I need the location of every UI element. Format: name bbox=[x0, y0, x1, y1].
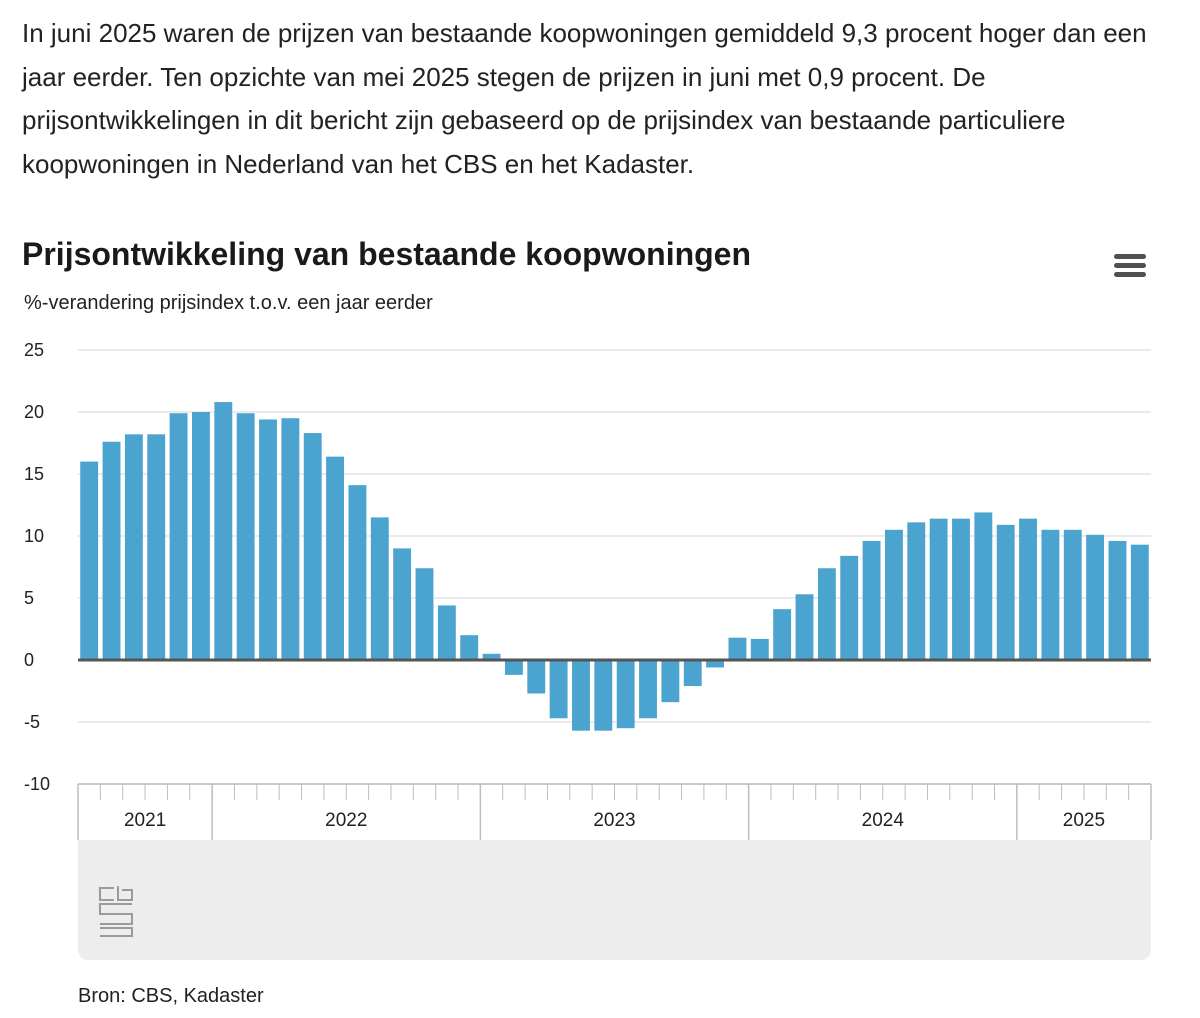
bar bbox=[437, 605, 456, 660]
y-tick-label: -5 bbox=[24, 712, 40, 732]
bar bbox=[1041, 529, 1060, 660]
bar bbox=[370, 517, 389, 660]
bar bbox=[862, 540, 881, 660]
bar bbox=[907, 522, 926, 660]
bar bbox=[795, 594, 814, 660]
bar bbox=[639, 660, 657, 719]
bar bbox=[661, 660, 680, 703]
bar bbox=[1130, 544, 1149, 660]
bar bbox=[1086, 534, 1105, 660]
y-tick-label: 0 bbox=[24, 650, 34, 670]
bar bbox=[929, 518, 948, 660]
bar bbox=[393, 548, 412, 660]
x-year-label: 2024 bbox=[862, 810, 905, 831]
x-year-label: 2025 bbox=[1063, 810, 1105, 831]
x-year-label: 2022 bbox=[325, 810, 367, 831]
cbs-logo bbox=[99, 886, 133, 937]
bar bbox=[572, 660, 590, 731]
bar bbox=[817, 568, 836, 660]
intro-paragraph: In juni 2025 waren de prijzen van bestaa… bbox=[22, 18, 1147, 179]
chart-title: Prijsontwikkeling van bestaande koopwoni… bbox=[22, 236, 752, 272]
y-tick-label: 20 bbox=[24, 402, 44, 422]
bar bbox=[884, 529, 903, 660]
bar bbox=[840, 555, 859, 660]
chart-source: Bron: CBS, Kadaster bbox=[78, 985, 264, 1007]
bar bbox=[124, 434, 143, 660]
bar bbox=[952, 518, 970, 660]
bar bbox=[147, 434, 166, 660]
bar bbox=[974, 512, 993, 660]
bar bbox=[594, 660, 613, 731]
x-year-label: 2023 bbox=[593, 810, 635, 831]
bar bbox=[996, 524, 1015, 660]
bar bbox=[482, 653, 501, 660]
bar bbox=[504, 660, 523, 675]
bar bbox=[281, 418, 300, 660]
hamburger-menu-icon[interactable] bbox=[1112, 254, 1150, 284]
bar bbox=[415, 568, 434, 660]
chart-navigator[interactable] bbox=[78, 840, 1151, 960]
bar bbox=[348, 485, 367, 660]
y-tick-label: 25 bbox=[24, 340, 44, 360]
bar bbox=[80, 461, 99, 660]
bar bbox=[1108, 540, 1127, 660]
bar bbox=[750, 638, 769, 660]
bar bbox=[1019, 518, 1037, 660]
bar bbox=[1063, 529, 1082, 660]
bar bbox=[773, 609, 792, 660]
y-tick-label: 10 bbox=[24, 526, 44, 546]
bar bbox=[549, 660, 568, 719]
y-tick-label: 5 bbox=[24, 588, 34, 608]
y-tick-label: -10 bbox=[24, 774, 50, 794]
bar bbox=[706, 660, 725, 668]
bar-chart: 25 20 15 10 5 0 -5 -10 2021 2022 2023 2024 2025 bbox=[24, 340, 1152, 840]
bar bbox=[192, 412, 210, 660]
bar bbox=[102, 441, 121, 660]
y-tick-label: 15 bbox=[24, 464, 44, 484]
bar bbox=[326, 456, 345, 660]
bar bbox=[214, 402, 233, 660]
bar bbox=[683, 660, 702, 687]
bar bbox=[169, 413, 188, 660]
bar bbox=[236, 413, 255, 660]
bar bbox=[259, 419, 277, 660]
bar bbox=[728, 637, 747, 660]
bar bbox=[616, 660, 635, 729]
bar bbox=[460, 635, 479, 660]
bar bbox=[527, 660, 546, 694]
bar bbox=[303, 433, 322, 660]
x-year-label: 2021 bbox=[124, 810, 166, 831]
chart-subtitle: %-verandering prijsindex t.o.v. een jaar… bbox=[24, 292, 433, 314]
